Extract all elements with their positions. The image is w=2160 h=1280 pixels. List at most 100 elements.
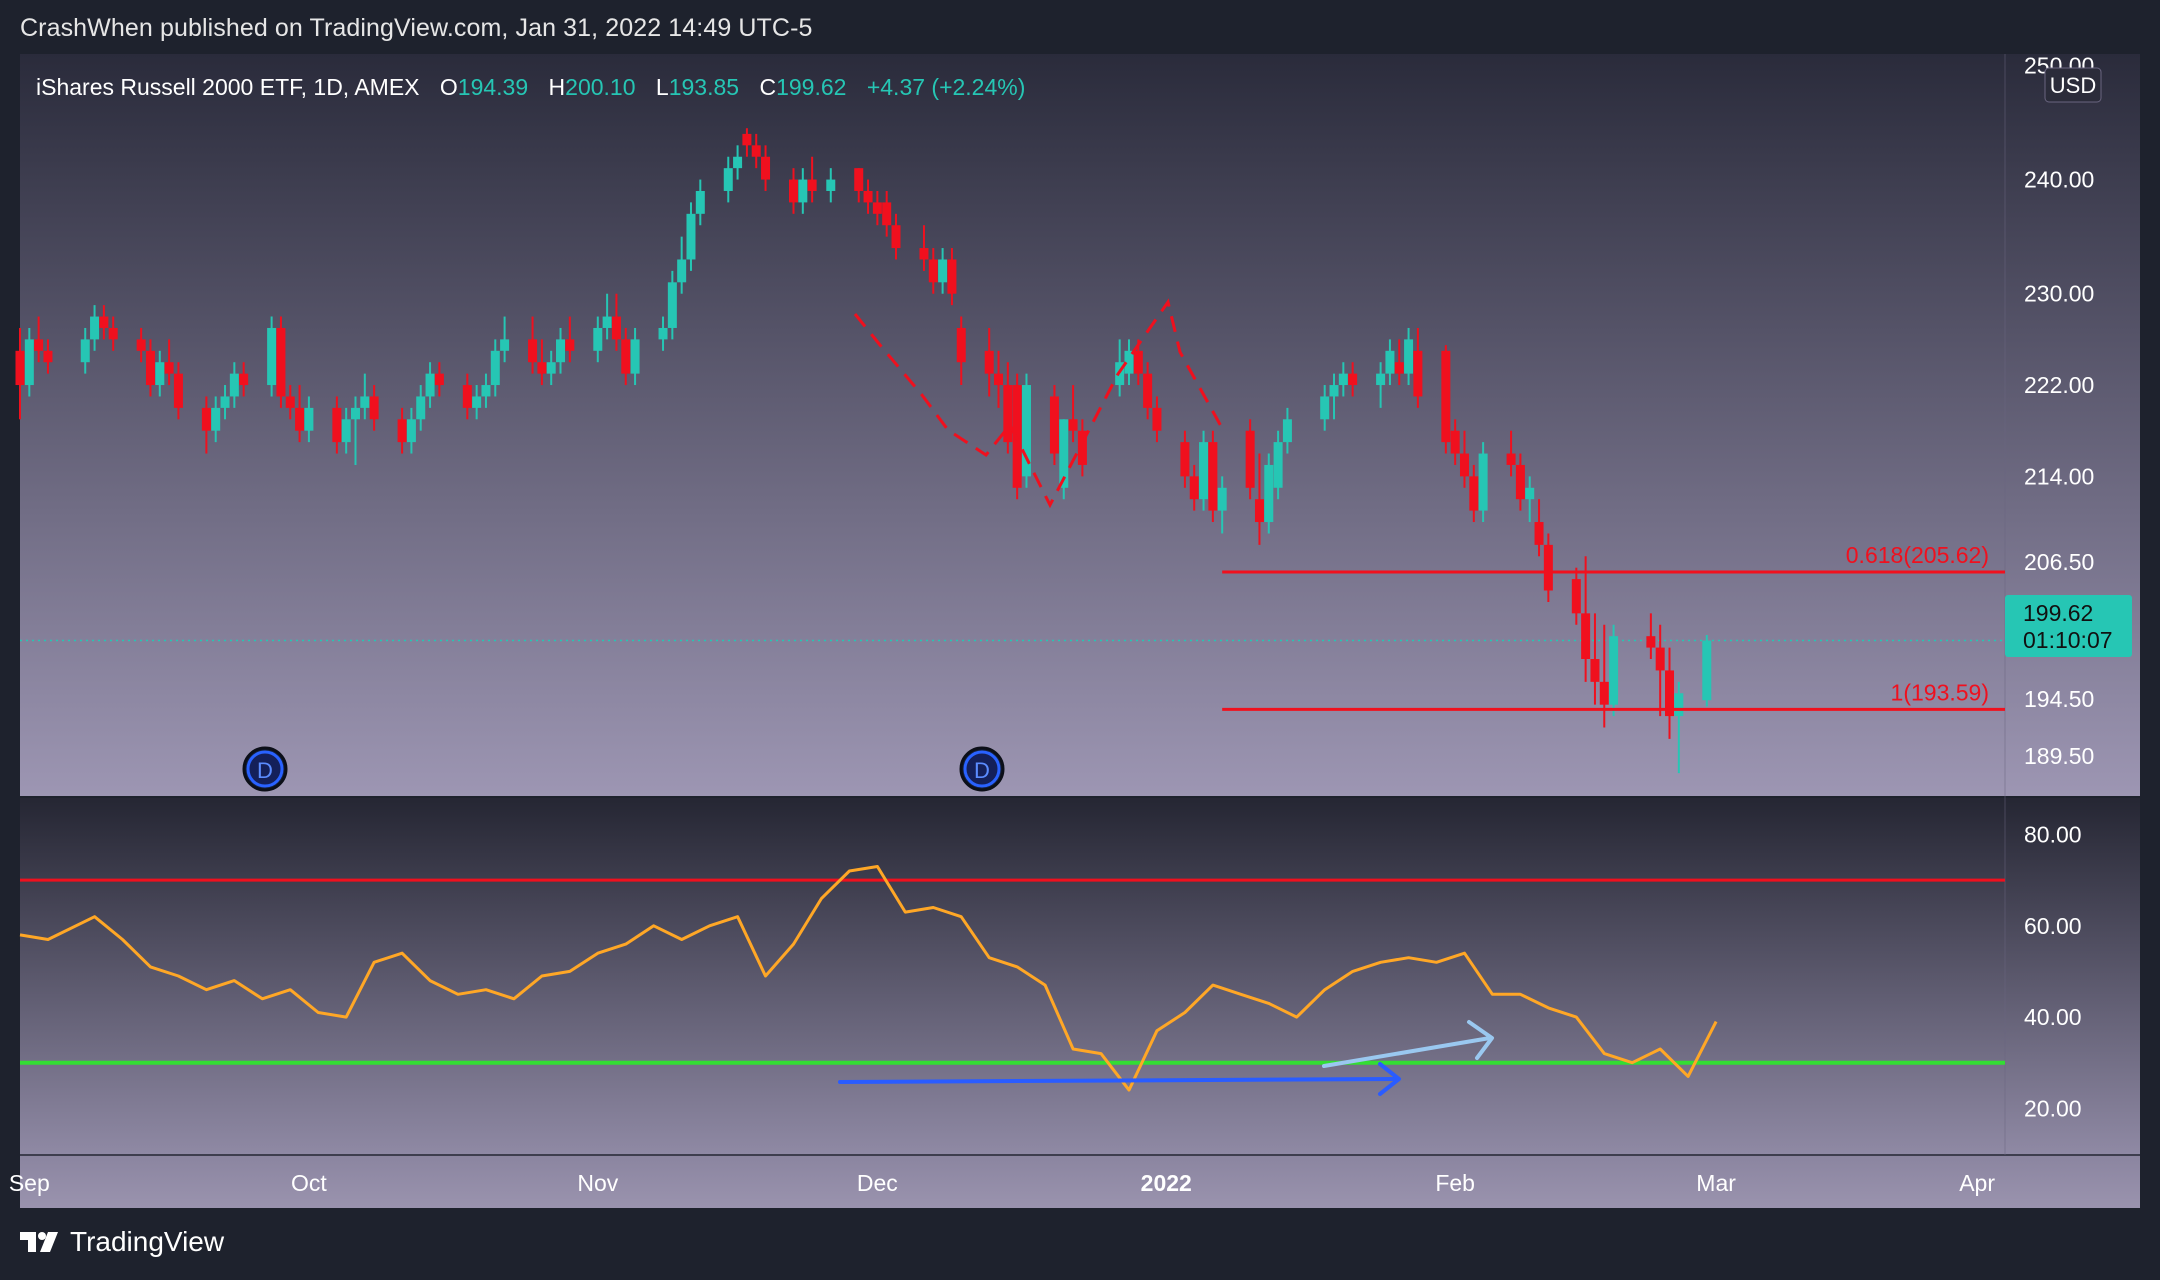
candle-body (136, 339, 146, 351)
candle-body (24, 339, 34, 386)
candle (1189, 464, 1199, 511)
candle (593, 316, 603, 363)
candle-body (1702, 640, 1712, 701)
candle-body (863, 190, 873, 203)
candle (695, 179, 705, 226)
candle-body (1049, 396, 1059, 454)
candle-body (1385, 350, 1395, 374)
candle-body (1003, 385, 1013, 443)
candle (1199, 430, 1209, 511)
candle (1329, 373, 1339, 420)
candle-body (723, 168, 733, 191)
candle (99, 305, 109, 340)
candle-body (677, 259, 687, 283)
candle (1124, 339, 1134, 386)
zigzag-pattern (853, 298, 1224, 509)
candle (528, 316, 538, 374)
candle-body (1515, 464, 1525, 500)
candle-body (733, 156, 743, 169)
candle-body (807, 179, 817, 191)
candle-body (239, 373, 249, 386)
candle (826, 168, 836, 203)
usd-badge[interactable] (2044, 67, 2102, 103)
candle (285, 385, 295, 420)
time-axis-labels: Sep Oct Nov Dec 2022 Feb Mar Apr (9, 1170, 1995, 1196)
candle (1348, 362, 1358, 397)
time-label: Sep (9, 1170, 50, 1196)
dividend-marker-1[interactable]: D (242, 746, 288, 792)
candle-body (80, 339, 90, 363)
candle (155, 350, 165, 397)
candle (1282, 407, 1292, 454)
rsi-pane[interactable] (20, 798, 2005, 1154)
candle-body (956, 327, 966, 363)
candle-body (406, 419, 416, 443)
candle-body (1450, 430, 1460, 454)
candle-body (155, 362, 165, 386)
candle-body (341, 419, 351, 443)
candle-body (891, 225, 901, 249)
candle-body (1469, 476, 1479, 511)
dividend-marker-2[interactable]: D (959, 746, 1005, 792)
price-pane[interactable] (20, 54, 2005, 796)
candle (500, 316, 510, 363)
legend-open-label: O (440, 74, 458, 100)
time-axis[interactable] (20, 1156, 2140, 1208)
candle (984, 327, 994, 397)
candle-body (472, 396, 482, 408)
candle (1320, 385, 1330, 431)
candle (863, 179, 873, 214)
candle-body (1208, 442, 1218, 511)
bar-countdown: 01:10:07 (2023, 627, 2113, 653)
candle (546, 350, 556, 386)
candle-body (1143, 373, 1153, 408)
last-price-value: 199.62 (2023, 600, 2093, 626)
candle-body (229, 373, 239, 397)
candle (854, 168, 864, 203)
candle (1049, 385, 1059, 465)
candle-body (537, 362, 547, 374)
candle (211, 396, 221, 443)
candle (1413, 327, 1423, 408)
time-label: Nov (577, 1170, 618, 1196)
candle (1609, 624, 1619, 717)
tradingview-logo[interactable]: TradingView (20, 1226, 224, 1258)
candle (1254, 453, 1264, 545)
candle-body (500, 339, 510, 351)
candle (1143, 362, 1153, 420)
candle (677, 236, 687, 294)
candle (686, 202, 696, 271)
candle (1515, 453, 1525, 511)
rsi-layer (19, 865, 2005, 1092)
fib-label: 1(193.59) (1891, 679, 1989, 705)
candle (425, 362, 435, 408)
candle-body (1459, 453, 1469, 477)
time-label: Feb (1435, 1170, 1475, 1196)
candle-body (1217, 487, 1227, 511)
candle-body (1021, 385, 1031, 477)
candle (630, 327, 640, 386)
candle (611, 293, 621, 351)
candle (1394, 339, 1404, 386)
candle (239, 362, 249, 397)
candle (1208, 430, 1218, 523)
candle (1702, 635, 1712, 707)
symbol-legend[interactable]: iShares Russell 2000 ETF, 1D, AMEX O194.… (36, 74, 1025, 100)
price-tick: 230.00 (2024, 281, 2094, 307)
candle-body (285, 396, 295, 408)
candle (537, 339, 547, 386)
rsi-axis[interactable] (2005, 798, 2140, 1154)
candle (994, 350, 1004, 408)
candle-body (1543, 544, 1553, 591)
price-axis[interactable] (2005, 54, 2140, 796)
candle-body (1199, 442, 1209, 500)
candle-body (788, 179, 798, 203)
candle-body (295, 407, 305, 431)
candle-body (947, 259, 957, 294)
candle (360, 373, 370, 420)
candle-body (276, 327, 286, 397)
legend-close-label: C (759, 74, 776, 100)
price-tick: 206.50 (2024, 549, 2094, 575)
time-label: 2022 (1141, 1170, 1192, 1196)
